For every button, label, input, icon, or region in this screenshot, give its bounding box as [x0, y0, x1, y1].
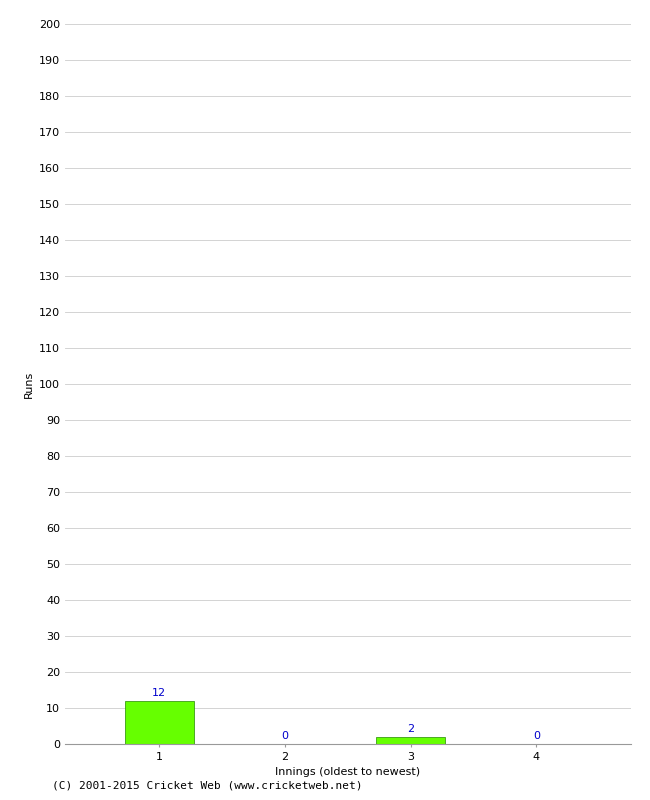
X-axis label: Innings (oldest to newest): Innings (oldest to newest) [275, 767, 421, 777]
Text: 2: 2 [407, 724, 414, 734]
Text: 12: 12 [152, 688, 166, 698]
Bar [376, 737, 445, 744]
Text: 0: 0 [281, 731, 289, 741]
Bar [125, 701, 194, 744]
Text: 0: 0 [533, 731, 540, 741]
Y-axis label: Runs: Runs [23, 370, 33, 398]
Text: (C) 2001-2015 Cricket Web (www.cricketweb.net): (C) 2001-2015 Cricket Web (www.cricketwe… [52, 781, 363, 790]
